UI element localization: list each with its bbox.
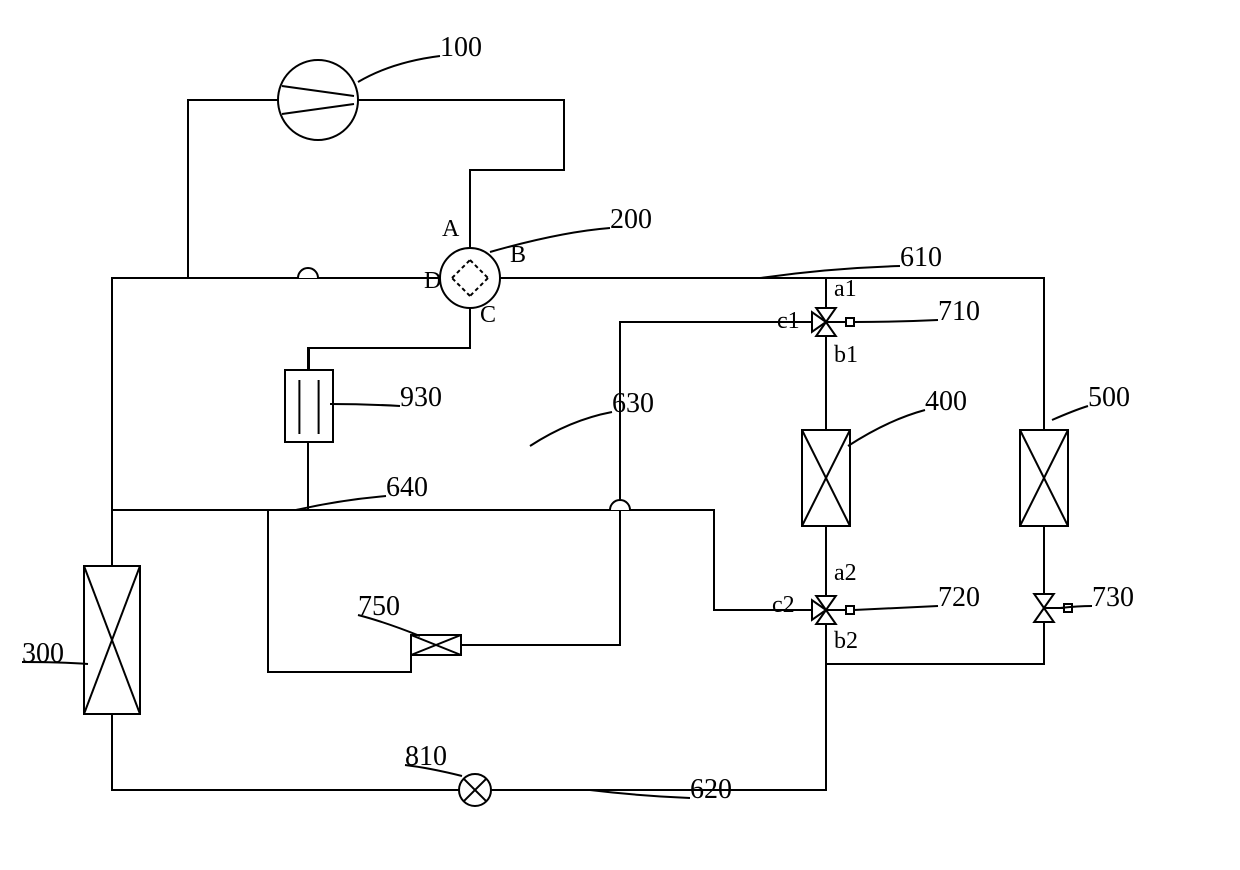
pipe-valve730-to-b2	[826, 622, 1044, 664]
leader-930	[330, 404, 400, 406]
leader-200	[490, 228, 610, 252]
pipe-640	[268, 510, 812, 672]
port-b2: b2	[834, 628, 858, 654]
ref-930: 930	[400, 382, 442, 413]
accumulator	[285, 370, 333, 442]
pipe-hop	[610, 500, 630, 510]
four-way-valve	[440, 248, 500, 308]
leader-620	[590, 790, 690, 798]
leader-720	[854, 606, 938, 610]
leader-100	[358, 56, 440, 82]
ref-640: 640	[386, 472, 428, 503]
pipe-620b	[491, 664, 826, 790]
ref-630: 630	[612, 388, 654, 419]
pipe-C-to-acc	[308, 308, 470, 370]
three-way-710-handle	[846, 318, 854, 326]
ref-710: 710	[938, 296, 980, 327]
ref-200: 200	[610, 204, 652, 235]
compressor	[278, 60, 358, 140]
pipe-comp-disch	[358, 100, 564, 248]
port-a2: a2	[834, 560, 857, 586]
port-b1: b1	[834, 342, 858, 368]
ref-300: 300	[22, 638, 64, 669]
valve-730-top	[1034, 594, 1054, 608]
port-A: A	[442, 216, 460, 242]
leader-640	[296, 496, 386, 510]
leader-710	[854, 320, 938, 322]
pipe-630b	[461, 510, 620, 645]
port-c2: c2	[772, 592, 795, 618]
ref-400: 400	[925, 386, 967, 417]
pipe-acc-to-188	[112, 278, 308, 510]
port-D: D	[424, 268, 441, 294]
ref-730: 730	[1092, 582, 1134, 613]
ref-610: 610	[900, 242, 942, 273]
leader-610	[760, 266, 900, 278]
three-way-720-handle	[846, 606, 854, 614]
port-B: B	[510, 242, 526, 268]
ref-720: 720	[938, 582, 980, 613]
port-a1: a1	[834, 276, 857, 302]
port-c1: c1	[777, 308, 800, 334]
ref-500: 500	[1088, 382, 1130, 413]
leader-630	[530, 412, 612, 446]
valve-730-bot	[1034, 608, 1054, 622]
leader-400	[848, 410, 925, 446]
ref-620: 620	[690, 774, 732, 805]
ref-750: 750	[358, 591, 400, 622]
ref-810: 810	[405, 741, 447, 772]
pipe-hop	[298, 268, 318, 278]
port-C: C	[480, 302, 496, 328]
ref-100: 100	[440, 32, 482, 63]
leader-500	[1052, 406, 1088, 420]
